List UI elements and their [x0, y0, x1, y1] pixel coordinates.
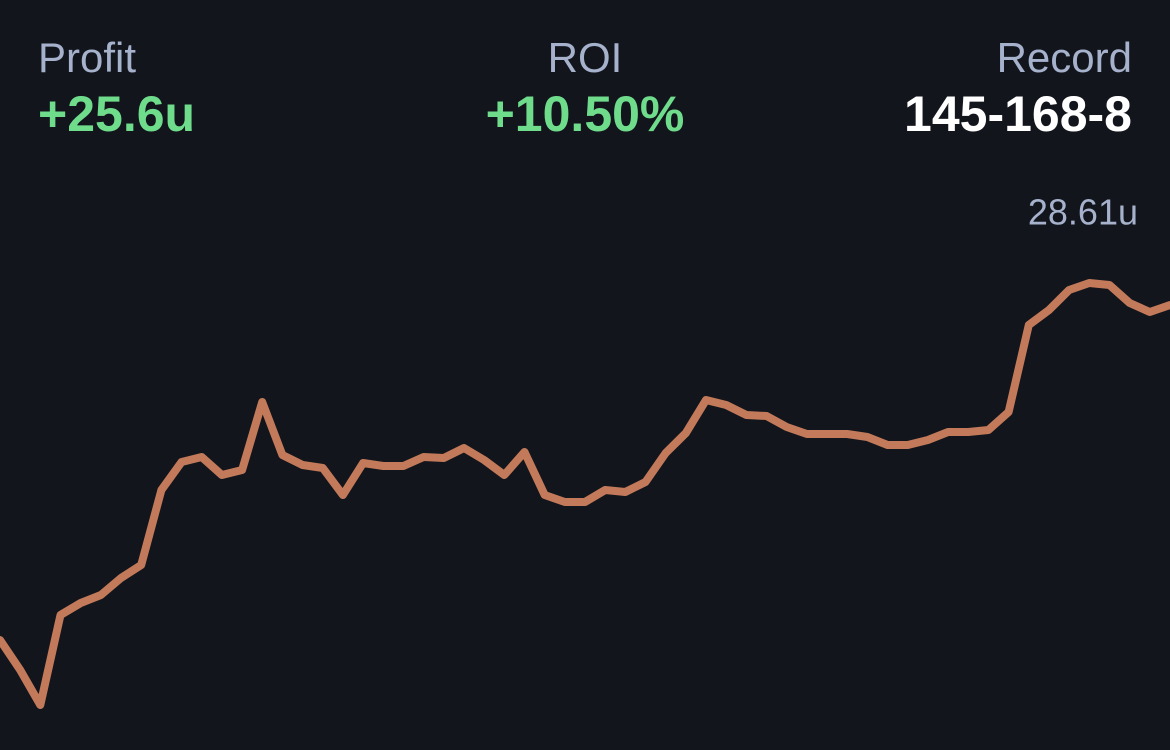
profit-line [0, 279, 1170, 709]
max-annotation: 28.61u [1028, 192, 1138, 233]
stat-label: Record [996, 34, 1132, 81]
stat-value: +25.6u [38, 86, 196, 142]
stat: Record 145-168-8 [904, 32, 1132, 144]
stat-value: +10.50% [485, 86, 685, 142]
stat-value: 145-168-8 [904, 86, 1132, 142]
stat-label: Profit [38, 34, 137, 81]
stat: Profit +25.6u [38, 32, 195, 144]
stats-header: Profit +25.6u ROI +10.50% Record 145-168… [0, 0, 1170, 160]
stat-label: ROI [547, 34, 623, 81]
stat: ROI +10.50% [486, 32, 685, 144]
